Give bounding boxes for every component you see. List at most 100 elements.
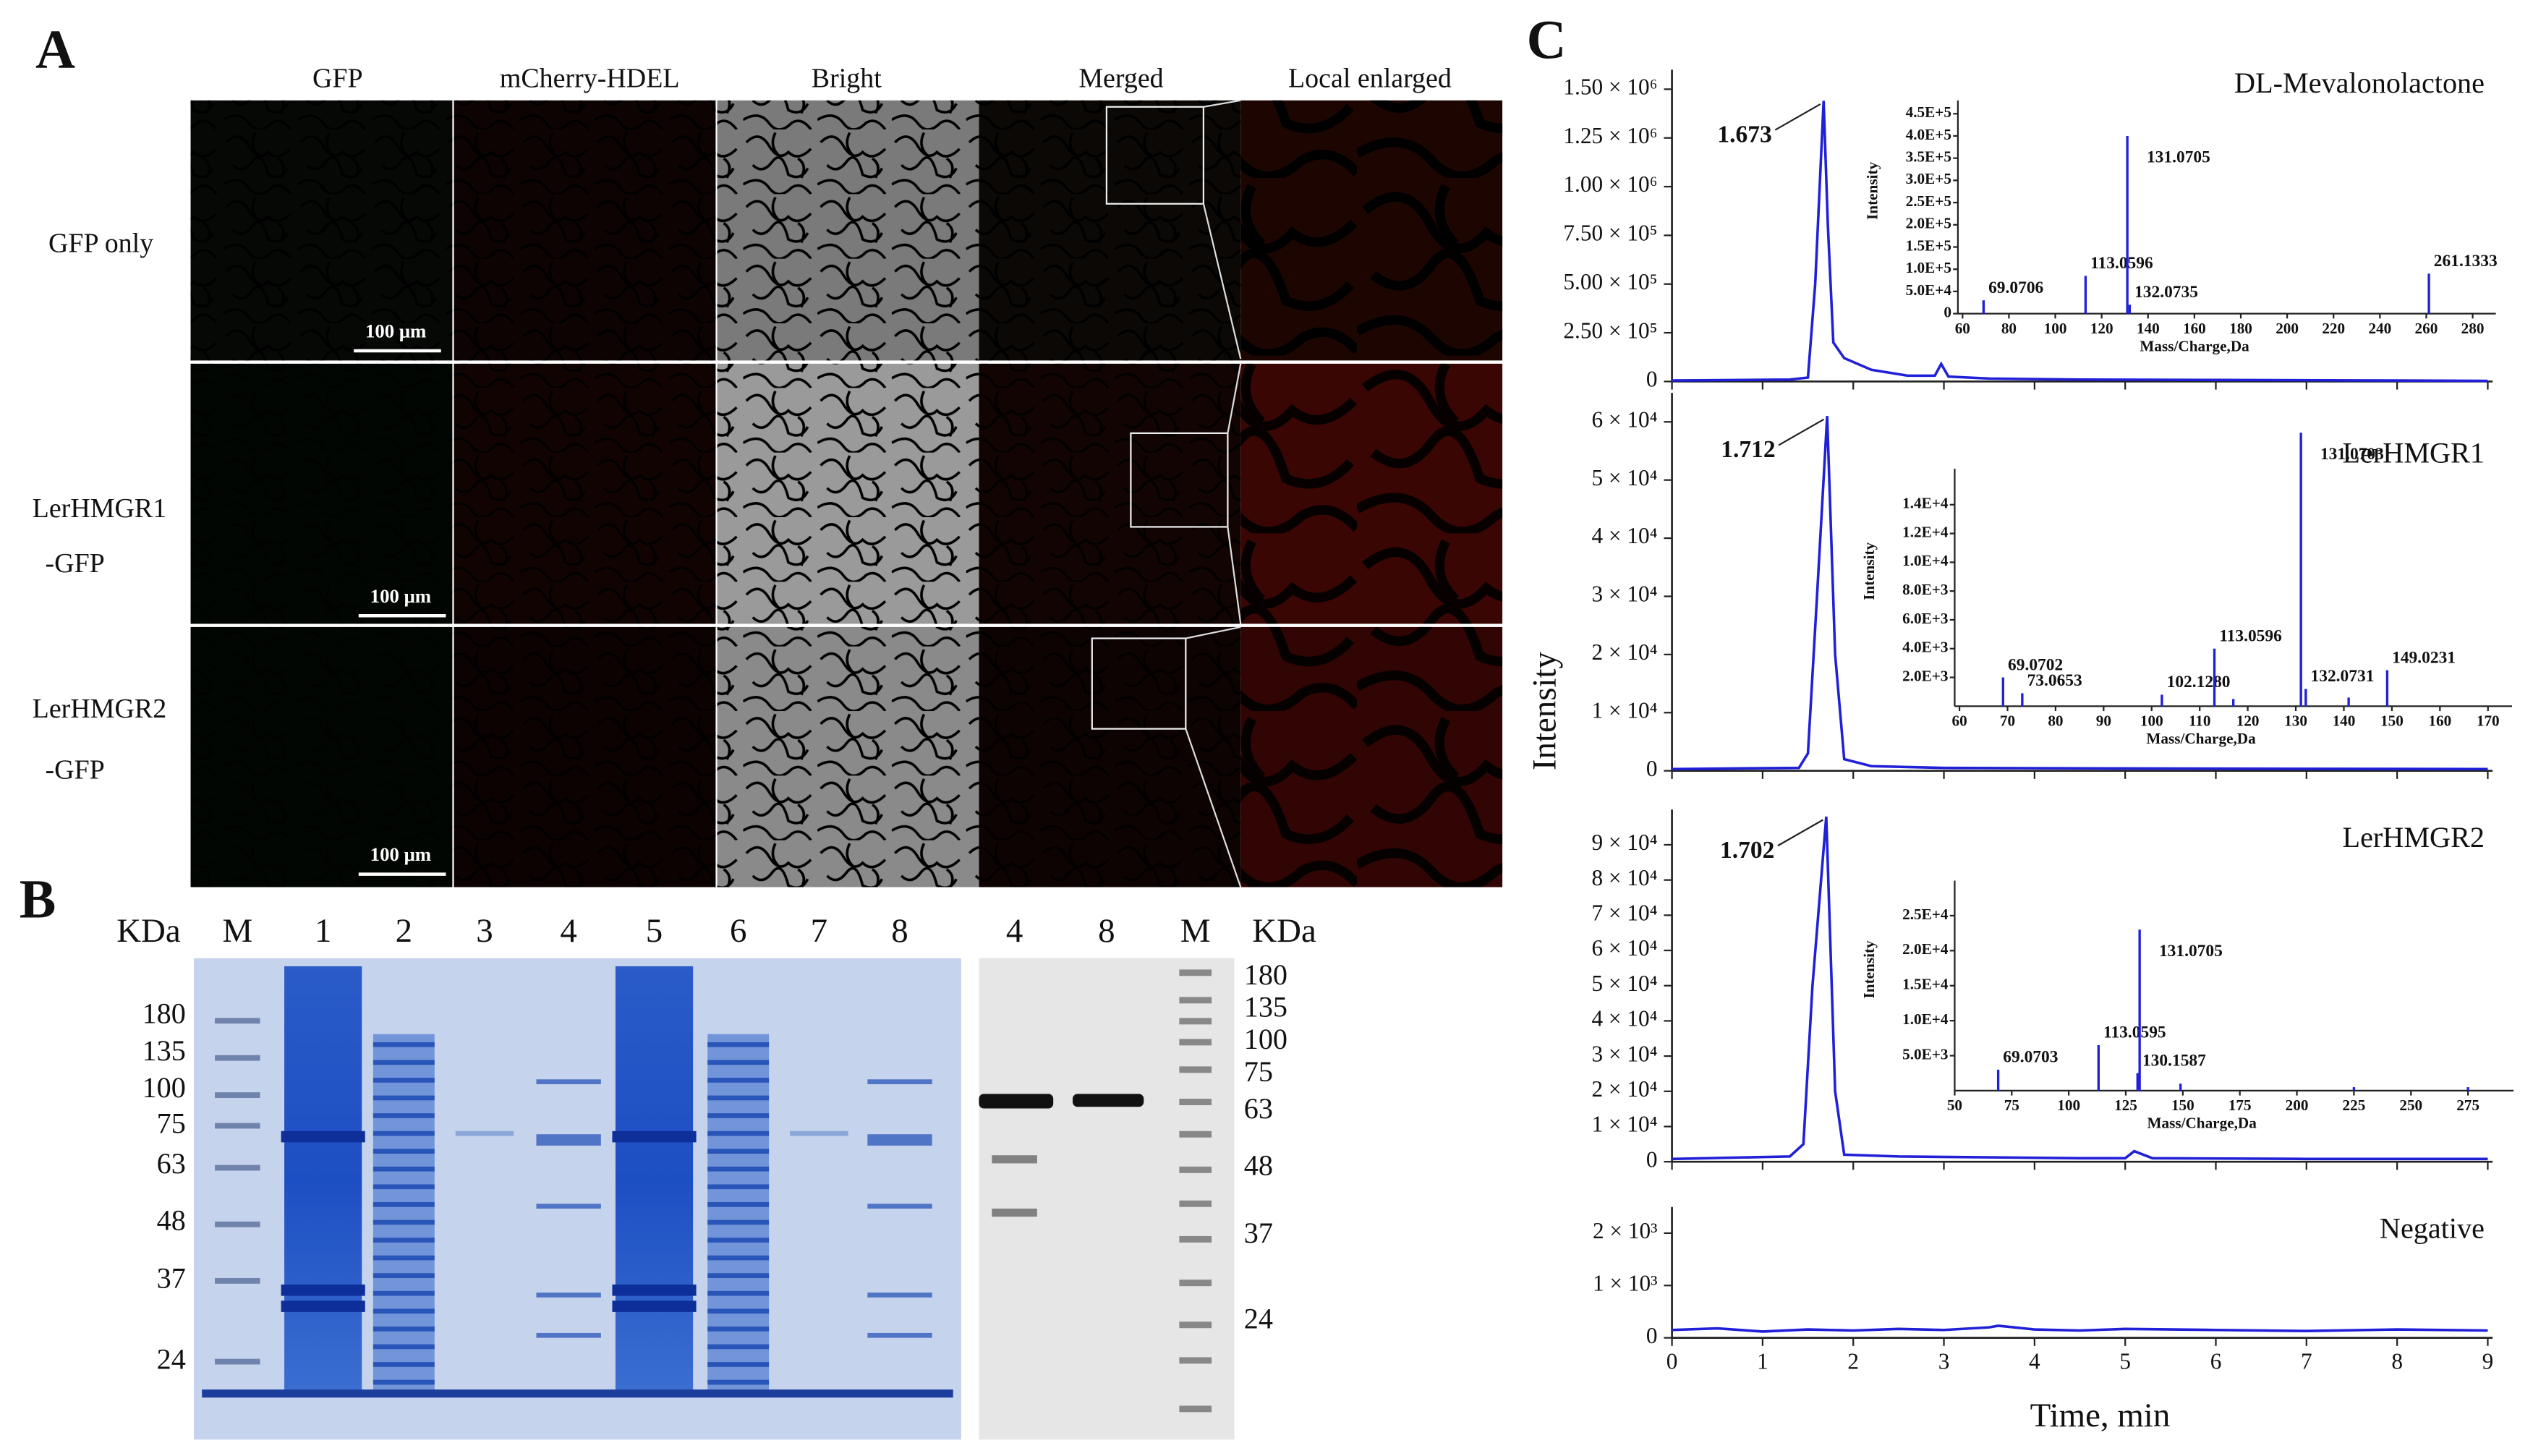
peak-label: 69.0703: [2003, 1048, 2058, 1067]
band: [372, 1219, 435, 1225]
x-tick-label: 2: [1847, 1349, 1859, 1374]
marker-label: 63: [157, 1147, 186, 1180]
x-tick-label: 80: [2001, 320, 2017, 337]
band: [372, 1202, 435, 1207]
y-tick-label: 6.0E+3: [1902, 610, 1948, 627]
chart-title: Negative: [2380, 1212, 2485, 1244]
lane-smear: [615, 966, 694, 1393]
band: [536, 1079, 601, 1084]
x-tick-label: 250: [2399, 1097, 2422, 1114]
marker-label: 180: [1244, 958, 1287, 991]
blot-band: [992, 1208, 1037, 1217]
micrograph-cells: [717, 363, 979, 624]
band: [372, 1166, 435, 1172]
ladder-band: [215, 1358, 260, 1365]
y-tick-label: 5 × 10⁴: [1591, 971, 1657, 996]
band: [707, 1219, 770, 1225]
band: [707, 1113, 770, 1118]
band: [372, 1149, 435, 1154]
y-tick-label: 5 × 10⁴: [1591, 465, 1657, 490]
x-tick-label: 1: [1757, 1349, 1768, 1374]
band: [536, 1332, 601, 1338]
zoom-line: [1227, 363, 1242, 434]
band: [372, 1290, 435, 1296]
micrograph-cells: [190, 100, 453, 361]
x-tick-label: 50: [1947, 1097, 1962, 1114]
x-tick-label: 125: [2114, 1097, 2137, 1114]
y-tick-label: 6 × 10⁴: [1591, 935, 1657, 961]
band: [372, 1184, 435, 1190]
y-tick-label: 2 × 10⁴: [1591, 1076, 1657, 1102]
x-tick-label: 280: [2461, 320, 2485, 337]
x-tick-label: 160: [2428, 712, 2451, 730]
x-tick-label: 9: [2482, 1349, 2494, 1374]
y-tick-label: 7 × 10⁴: [1591, 901, 1657, 926]
x-tick-label: 140: [2333, 712, 2356, 730]
y-tick-label: 1.4E+4: [1902, 495, 1949, 512]
band: [707, 1078, 770, 1083]
lane-label: 4: [560, 912, 576, 950]
y-tick-label: 0: [1944, 304, 1951, 321]
lane-smear: [372, 1034, 435, 1393]
y-tick-label: 3 × 10⁴: [1591, 582, 1657, 607]
annotation: 1.673: [1717, 121, 1771, 148]
inset-y-label: Intensity: [1860, 940, 1878, 999]
peak-label: 132.0731: [2311, 667, 2375, 686]
micrograph-cells: [454, 363, 716, 624]
band: [707, 1273, 770, 1278]
y-tick-label: 6 × 10⁴: [1591, 406, 1657, 432]
band: [707, 1290, 770, 1296]
band: [790, 1131, 848, 1136]
y-tick-label: 2.0E+4: [1902, 940, 1949, 958]
annotation-leader: [1774, 103, 1821, 131]
peak-label: 131.0703: [2320, 445, 2384, 464]
lane-label: 5: [646, 912, 663, 950]
zoom-box: [1130, 432, 1229, 528]
band: [536, 1293, 601, 1298]
band: [867, 1332, 932, 1338]
y-tick-label: 4 × 10⁴: [1591, 523, 1657, 548]
y-tick-label: 2.5E+5: [1906, 192, 1951, 210]
band: [707, 1344, 770, 1350]
zoom-line: [1227, 527, 1242, 624]
ladder-band: [1179, 1321, 1212, 1329]
band: [372, 1113, 435, 1118]
x-tick-label: 120: [2236, 712, 2260, 730]
x-tick-label: 175: [2228, 1097, 2252, 1114]
x-tick-label: 75: [2004, 1097, 2019, 1114]
y-tick-label: 1.00 × 10⁶: [1563, 171, 1657, 197]
x-tick-label: 70: [2000, 712, 2015, 730]
zoom-box: [1091, 637, 1187, 730]
band: [707, 1095, 770, 1101]
gel-front: [202, 1389, 953, 1398]
y-tick-label: 1 × 10³: [1593, 1270, 1658, 1295]
peak-label: 130.1587: [2142, 1051, 2206, 1070]
x-tick-label: 6: [2210, 1349, 2222, 1374]
micrograph-cells: [979, 100, 1241, 361]
row-label: LerHMGR2: [33, 694, 167, 724]
micrograph-cells: [1240, 100, 1503, 361]
y-tick-label: 9 × 10⁴: [1591, 830, 1657, 855]
peak-label: 149.0231: [2392, 648, 2456, 667]
chromatogram: [1672, 416, 2488, 771]
row-label: -GFP: [46, 548, 105, 579]
row-label: LerHMGR1: [33, 493, 167, 524]
chromatogram: [1672, 101, 2488, 383]
chromatogram: [1672, 1324, 2488, 1333]
band: [372, 1060, 435, 1065]
marker-label: 75: [157, 1107, 186, 1139]
band: [372, 1379, 435, 1385]
band: [372, 1095, 435, 1101]
marker-label: 48: [157, 1204, 186, 1236]
peak-label: 69.0706: [1988, 278, 2043, 297]
band: [707, 1131, 770, 1136]
y-tick-label: 0: [1646, 367, 1658, 392]
band: [281, 1284, 365, 1296]
band: [707, 1202, 770, 1207]
marker-label: 100: [142, 1071, 186, 1104]
band: [372, 1042, 435, 1047]
lane-label: 8: [891, 912, 908, 950]
unit-label: KDa: [1252, 912, 1316, 950]
band: [372, 1326, 435, 1332]
